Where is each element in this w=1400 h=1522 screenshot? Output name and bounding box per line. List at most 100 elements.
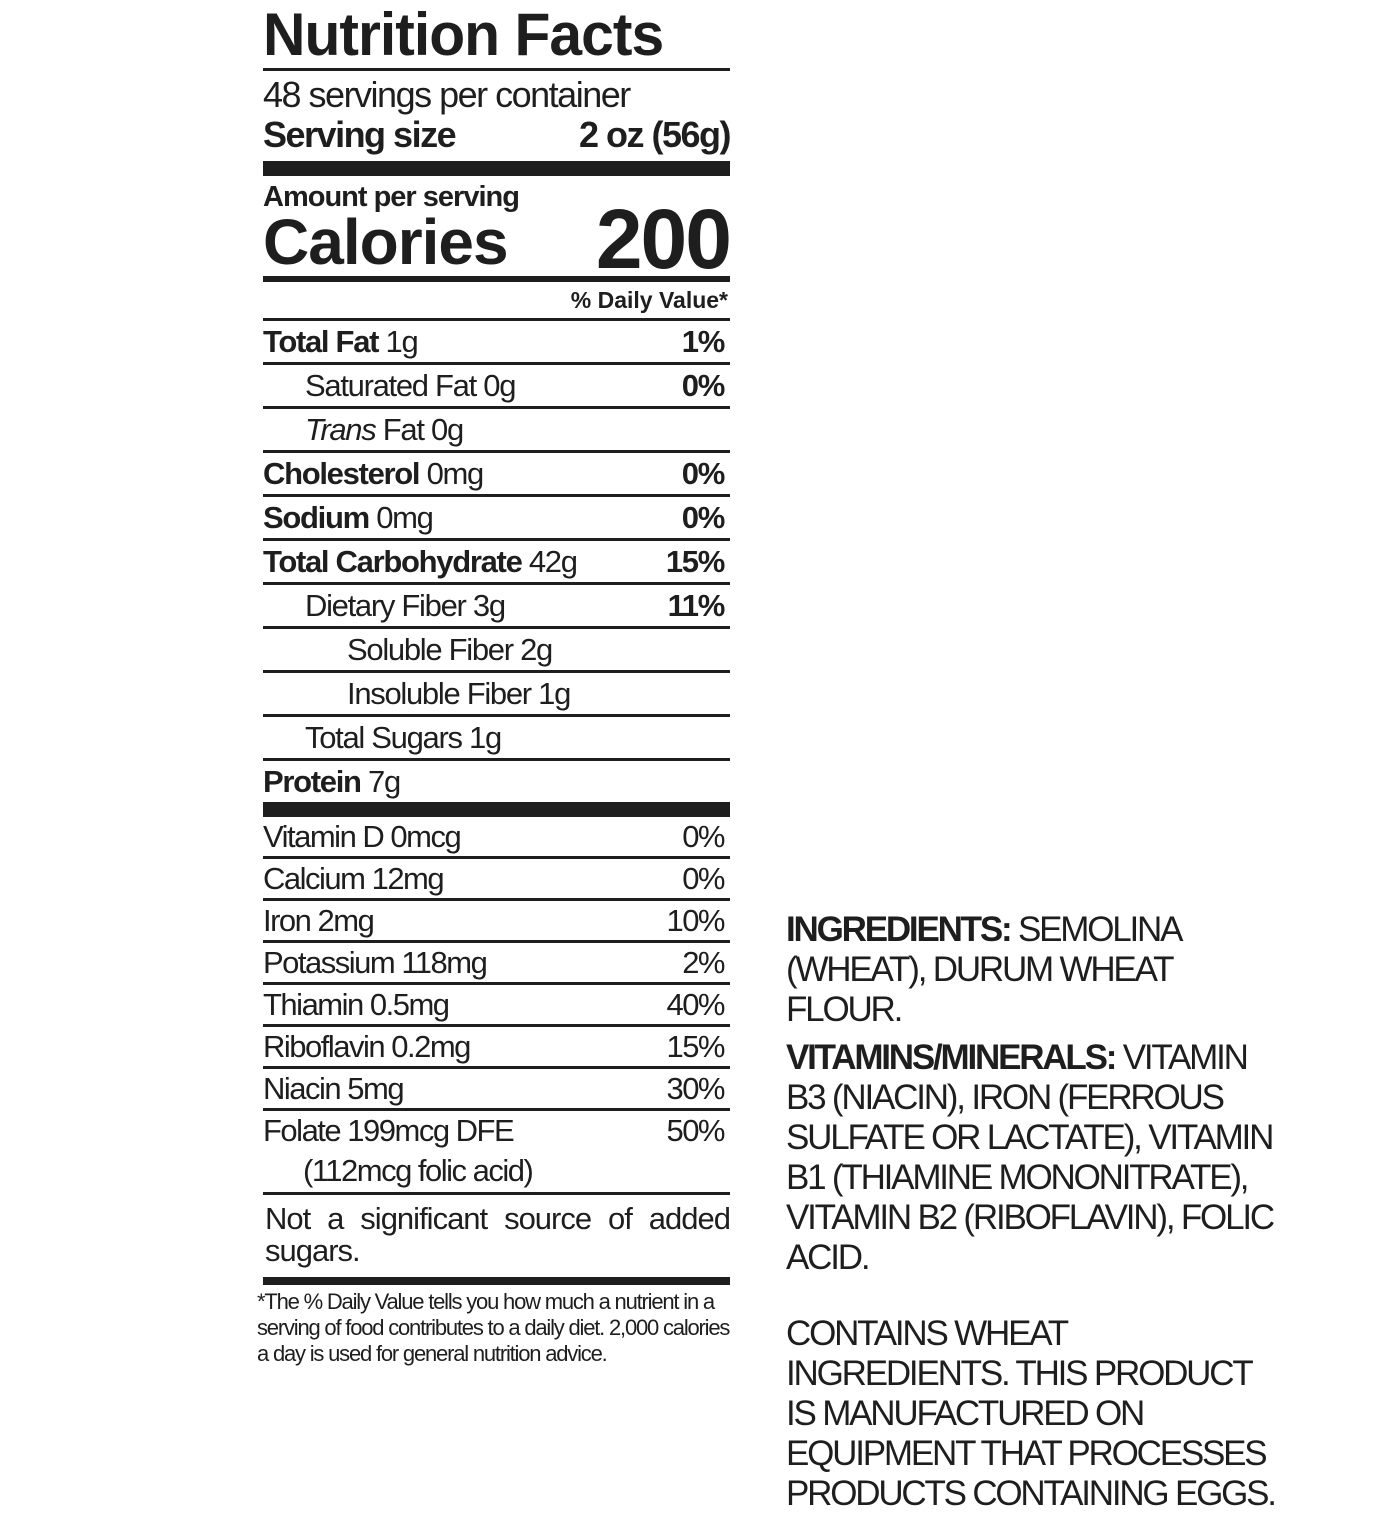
nutrient-name-amount: Total Carbohydrate 42g [263,543,578,580]
nutrient-amount: 42g [528,543,578,579]
nutrient-name: Saturated Fat [305,367,477,403]
nutrient-name: Trans [305,411,377,447]
nutrient-row: Total Fat 1g 1% [263,318,730,362]
nutrient-name: Cholesterol [263,455,421,491]
vitamins-label: VITAMINS/MINERALS: [786,1038,1117,1077]
nutrient-row: Insoluble Fiber 1g [263,670,730,714]
nutrient-row: Total Sugars 1g [263,714,730,758]
vitamin-name-amount: Riboflavin 0.2mg [263,1028,471,1064]
divider [263,68,730,71]
vitamin-name-amount: Calcium 12mg [263,860,445,896]
nutrient-row: Sodium 0mg 0% [263,494,730,538]
daily-value-header: % Daily Value* [570,287,728,313]
nutrient-row: Saturated Fat 0g 0% [263,362,730,406]
servings-per-container: 48 servings per container [263,74,631,115]
vitamin-daily-value: 30% [666,1070,725,1106]
vitamins-text: VITAMIN B3 (NIACIN), IRON (FERROUS SULFA… [786,1038,1275,1277]
label-title: Nutrition Facts [263,1,664,68]
vitamin-daily-value: 0% [682,860,725,896]
ingredients-text: SEMOLINA (WHEAT), DURUM WHEAT FLOUR. [786,910,1182,1029]
nutrient-daily-value: 0% [681,367,726,403]
nutrient-name-amount: Total Fat 1g [263,323,419,360]
vitamin-row: Iron 2mg 10% [263,898,730,940]
serving-size-label: Serving size [263,114,457,155]
nutrient-list: Total Fat 1g 1% Saturated Fat 0g 0% Trans Fa… [263,318,730,802]
vitamin-name-amount: Vitamin D 0mcg [263,818,462,854]
nutrient-amount: 0g [431,411,464,447]
vitamin-daily-value: 0% [682,818,725,854]
nutrient-row: Dietary Fiber 3g 11% [263,582,730,626]
nutrient-amount: 0g [483,367,516,403]
nutrient-name: Total Sugars [305,719,463,755]
vitamin-row: Riboflavin 0.2mg 15% [263,1024,730,1066]
nutrient-name-amount: Trans Fat 0g [263,411,464,448]
vitamins-paragraph: VITAMINS/MINERALS: VITAMIN B3 (NIACIN), … [786,1038,1276,1278]
nutrient-row: Total Carbohydrate 42g 15% [263,538,730,582]
nutrient-name-amount: Total Sugars 1g [263,719,502,756]
allergen-statement: CONTAINS WHEAT INGREDIENTS. THIS PRODUCT… [786,1314,1277,1513]
divider-thick [263,161,730,176]
calories-row: Calories 200 [263,197,732,281]
nutrient-amount: 7g [368,763,401,799]
vitamin-row: Calcium 12mg 0% [263,856,730,898]
nutrient-name: Insoluble Fiber [347,675,532,711]
nutrient-daily-value: 0% [681,499,726,535]
vitamin-row: Potassium 118mg 2% [263,940,730,982]
calories-value: 200 [595,192,732,286]
amount-per-serving: Amount per serving [263,181,520,213]
nutrient-name: Sodium [263,499,370,535]
nutrient-amount: 0mg [426,455,485,491]
nutrient-row: Soluble Fiber 2g [263,626,730,670]
vitamin-list: Vitamin D 0mcg 0% Calcium 12mg 0% Iron 2mg 10… [263,817,730,1150]
vitamin-daily-value: 15% [666,1028,725,1064]
vitamin-row: Thiamin 0.5mg 40% [263,982,730,1024]
nutrient-row: Protein 7g [263,758,730,802]
vitamin-daily-value: 2% [682,944,725,980]
divider-medium [263,1277,730,1285]
nutrient-daily-value: 11% [667,587,726,623]
nutrient-name-amount: Dietary Fiber 3g [263,587,506,624]
nutrient-name-amount: Cholesterol 0mg [263,455,485,492]
vitamin-name-amount: Iron 2mg [263,902,375,938]
vitamin-row: Folate 199mcg DFE 50% [263,1108,730,1150]
nutrient-amount: 1g [385,323,419,359]
nutrient-name: Total Fat [263,323,379,359]
ingredients-label: INGREDIENTS: [786,910,1013,949]
nutrition-facts-panel: Nutrition Facts 48 servings per containe… [257,0,732,1367]
vitamin-daily-value: 50% [666,1112,725,1148]
divider-thick [263,802,730,817]
nutrient-name-amount: Protein 7g [263,763,401,800]
ingredients-panel: INGREDIENTS: SEMOLINA (WHEAT), DURUM WHE… [786,910,1277,1522]
nutrient-daily-value: 1% [681,323,726,359]
vitamin-row: Niacin 5mg 30% [263,1066,730,1108]
vitamin-name-amount: Folate 199mcg DFE [263,1112,515,1148]
nutrient-row: Trans Fat 0g [263,406,730,450]
vitamin-daily-value: 40% [666,986,725,1022]
nutrient-row: Cholesterol 0mg 0% [263,450,730,494]
added-sugars-note: Not a significant source of added sugars… [265,1201,731,1268]
serving-size: Serving size 2 oz (56g) [263,114,732,155]
calories-label: Calories [263,206,509,278]
nutrient-amount: 0mg [376,499,434,535]
nutrient-name: Soluble Fiber [347,631,514,667]
divider [263,1192,730,1195]
divider-medium [263,276,730,282]
nutrient-daily-value: 15% [665,543,725,579]
nutrient-amount: 1g [538,675,571,711]
nutrient-name-amount: Sodium 0mg [263,499,434,536]
nutrient-daily-value: 0% [681,455,726,491]
nutrient-name: Total Carbohydrate [263,543,523,579]
nutrient-name: Dietary Fiber [305,587,467,623]
nutrient-name: Protein [263,763,362,799]
vitamin-name-amount: Potassium 118mg [263,944,488,980]
nutrient-name-amount: Insoluble Fiber 1g [263,675,571,712]
footnote: *The % Daily Value tells you how much a … [257,1289,730,1366]
serving-size-value: 2 oz (56g) [578,114,732,155]
vitamin-row: Vitamin D 0mcg 0% [263,817,730,856]
vitamin-name-amount: Niacin 5mg [263,1070,405,1106]
nutrient-name-amount: Soluble Fiber 2g [263,631,553,668]
ingredients-paragraph: INGREDIENTS: SEMOLINA (WHEAT), DURUM WHE… [786,910,1276,1030]
vitamin-daily-value: 10% [666,902,725,938]
nutrient-name-rest: Fat [382,411,425,447]
nutrient-amount: 2g [520,631,553,667]
